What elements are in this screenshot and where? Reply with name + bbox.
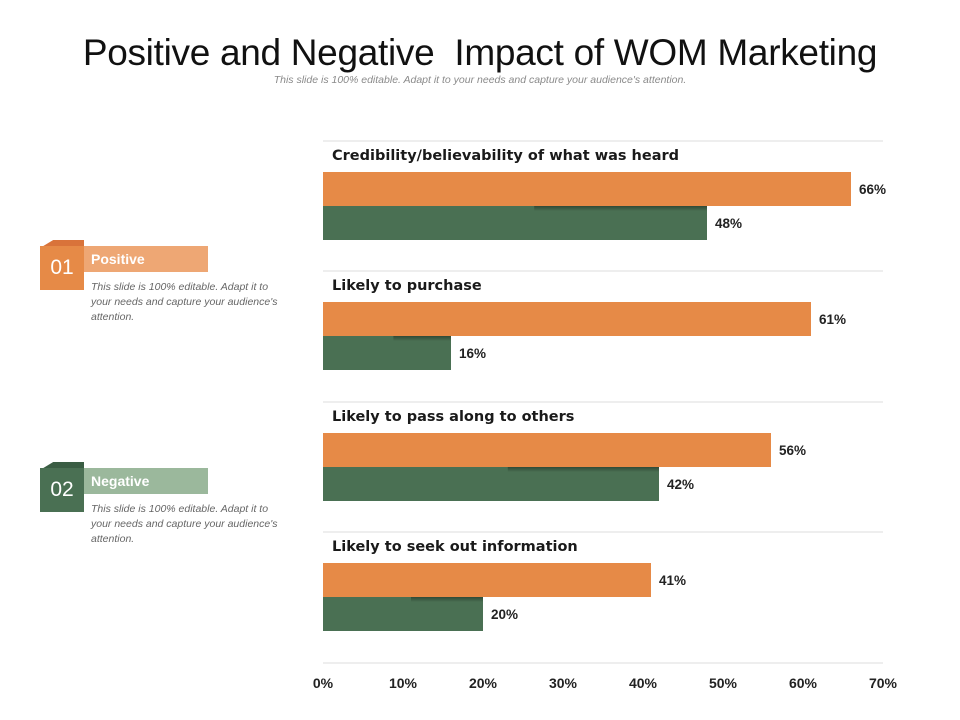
bar-shadow [411, 597, 483, 602]
number-tab [40, 462, 84, 470]
category-label: Likely to purchase [332, 278, 482, 294]
legend-label-negative: Negative [84, 468, 208, 494]
x-tick-label: 70% [869, 675, 898, 691]
bar-shadow [507, 467, 659, 472]
category-label: Credibility/believability of what was he… [332, 148, 679, 164]
x-tick-label: 0% [313, 675, 334, 691]
page-subtitle: This slide is 100% editable. Adapt it to… [273, 74, 687, 86]
category-label: Likely to seek out information [332, 539, 578, 555]
bar-positive [323, 172, 851, 206]
legend-description-negative: This slide is 100% editable. Adapt it to… [91, 503, 278, 545]
data-label: 48% [715, 216, 742, 231]
data-label: 41% [659, 573, 686, 588]
bar-negative [323, 597, 483, 631]
x-tick-label: 10% [389, 675, 418, 691]
bar-negative [323, 206, 707, 240]
bar-negative [323, 336, 451, 370]
legend-description-positive: This slide is 100% editable. Adapt it to… [91, 281, 278, 323]
data-label: 66% [859, 182, 886, 197]
x-tick-label: 30% [549, 675, 578, 691]
data-label: 56% [779, 443, 806, 458]
data-label: 20% [491, 607, 518, 622]
bar-shadow [534, 206, 707, 211]
page-title: Positive and Negative Impact of WOM Mark… [82, 32, 878, 73]
data-label: 42% [667, 477, 694, 492]
bar-shadow [393, 336, 451, 341]
legend-label-positive: Positive [84, 246, 208, 272]
x-tick-label: 50% [709, 675, 738, 691]
data-label: 16% [459, 346, 486, 361]
x-tick-label: 60% [789, 675, 818, 691]
bar-positive [323, 563, 651, 597]
x-tick-label: 40% [629, 675, 658, 691]
bar-negative [323, 467, 659, 501]
legend-number-01: 01 [40, 246, 84, 290]
legend-number-02: 02 [40, 468, 84, 512]
x-tick-label: 20% [469, 675, 498, 691]
bar-positive [323, 302, 811, 336]
data-label: 61% [819, 312, 846, 327]
number-tab [40, 240, 84, 248]
bar-positive [323, 433, 771, 467]
category-label: Likely to pass along to others [332, 409, 574, 425]
